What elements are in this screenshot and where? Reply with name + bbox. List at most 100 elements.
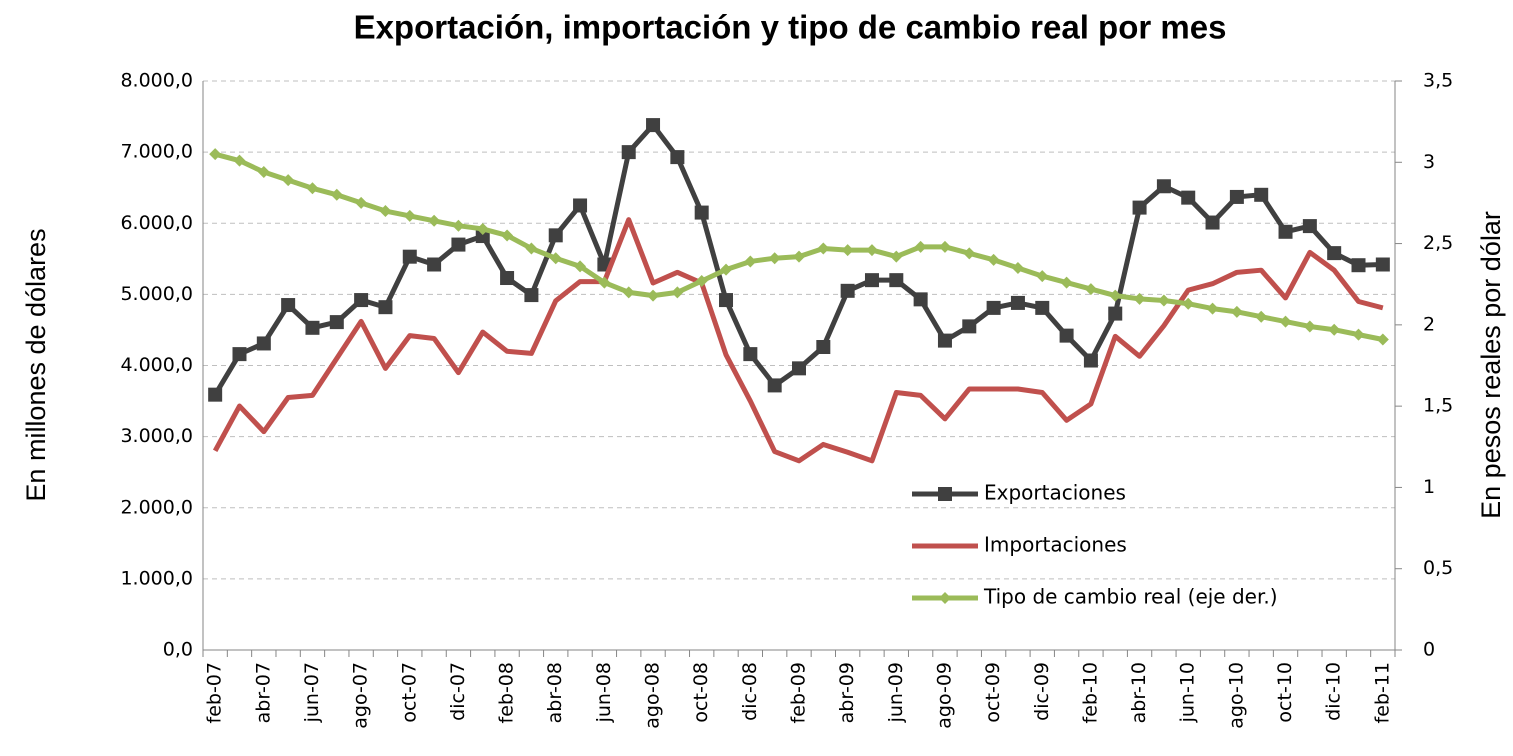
series-marker <box>1084 283 1097 296</box>
series-marker <box>621 145 636 160</box>
series-marker <box>354 293 369 308</box>
series-marker <box>598 276 611 289</box>
series-marker <box>1156 179 1171 194</box>
series-marker <box>695 274 708 287</box>
series-marker <box>890 250 903 263</box>
x-tick-label: oct-09 <box>982 662 1004 723</box>
series-marker <box>719 293 734 308</box>
y-tick-label: 6.000,0 <box>120 212 193 234</box>
series-marker <box>428 214 441 227</box>
series-marker <box>670 150 685 165</box>
series-marker <box>622 286 635 299</box>
series-marker <box>549 252 562 265</box>
series-marker <box>451 237 466 252</box>
series-marker <box>1255 310 1268 323</box>
series-marker <box>792 361 806 376</box>
series-marker <box>816 340 831 355</box>
series-marker <box>1278 224 1293 239</box>
series-marker <box>1303 320 1316 333</box>
series-marker <box>986 300 1001 315</box>
series-marker <box>1230 305 1243 318</box>
series-marker <box>938 240 951 253</box>
series-marker <box>525 242 538 255</box>
series-marker <box>476 222 489 235</box>
x-tick-label: feb-11 <box>1371 662 1393 723</box>
series-marker <box>1279 315 1292 328</box>
series-marker <box>379 205 392 218</box>
x-tick-label: abr-07 <box>252 662 274 723</box>
x-tick-label: jun-07 <box>301 662 323 723</box>
legend-label: Tipo de cambio real (eje der.) <box>983 585 1278 609</box>
series-marker <box>475 229 490 244</box>
x-tick-label: ago-09 <box>933 662 955 729</box>
x-tick-label: ago-10 <box>1225 662 1247 729</box>
y-tick-label: 7.000,0 <box>120 141 193 163</box>
x-tick-label: dic-10 <box>1323 662 1345 721</box>
series-marker <box>914 240 927 253</box>
series-marker <box>233 154 246 167</box>
legend-label: Exportaciones <box>984 481 1126 505</box>
series-marker <box>1083 353 1098 368</box>
y-tick-label: 1.000,0 <box>120 567 193 589</box>
series-line <box>212 217 1384 464</box>
series-marker <box>282 174 295 187</box>
series-marker <box>1206 302 1219 315</box>
series-marker <box>1376 333 1389 346</box>
y2-tick-label: 3 <box>1423 151 1435 173</box>
x-tick-label: oct-07 <box>398 662 420 723</box>
series-marker <box>1108 306 1123 321</box>
series-marker <box>452 219 465 232</box>
series-marker <box>1132 200 1147 215</box>
series-marker <box>913 292 928 307</box>
series-marker <box>1035 300 1050 315</box>
x-tick-label: jun-08 <box>593 662 615 723</box>
x-tick-label: jun-10 <box>1177 662 1199 723</box>
series-marker <box>1351 258 1366 273</box>
y-tick-label: 4.000,0 <box>120 354 193 376</box>
x-tick-label: dic-07 <box>447 662 469 721</box>
series-marker <box>671 286 684 299</box>
x-tick-label: feb-07 <box>204 662 226 723</box>
x-tick-label: oct-08 <box>690 662 712 723</box>
series-marker <box>500 271 515 286</box>
y2-tick-label: 1 <box>1423 476 1435 498</box>
y2-tick-label: 3,5 <box>1423 70 1453 92</box>
series-marker <box>889 273 904 288</box>
series-marker <box>1352 328 1365 341</box>
series-marker <box>329 315 344 330</box>
series-marker <box>767 378 782 393</box>
y-tick-label: 3.000,0 <box>120 425 193 447</box>
y2-tick-label: 1,5 <box>1423 395 1453 417</box>
series-marker <box>256 336 271 351</box>
x-tick-label: jun-09 <box>885 662 907 723</box>
y-tick-label: 8.000,0 <box>120 70 193 92</box>
y-tick-label: 2.000,0 <box>120 496 193 518</box>
y-axis-label: En millones de dólares <box>21 228 51 501</box>
series-marker <box>647 289 660 302</box>
series-marker <box>209 148 222 161</box>
series-marker <box>524 288 539 303</box>
x-tick-label: feb-10 <box>1079 662 1101 723</box>
series-marker <box>1302 219 1317 234</box>
series-marker <box>987 253 1000 266</box>
series-marker <box>841 244 854 257</box>
x-tick-label: oct-10 <box>1274 662 1296 723</box>
series-marker <box>306 182 319 195</box>
series-marker <box>232 347 247 362</box>
x-tick-label: abr-10 <box>1128 662 1150 723</box>
y2-tick-label: 2,5 <box>1423 232 1453 254</box>
y2-tick-label: 2 <box>1423 313 1435 335</box>
series-marker <box>768 252 781 265</box>
series-marker <box>1157 294 1170 307</box>
x-tick-label: feb-09 <box>788 662 810 723</box>
y-tick-label: 5.000,0 <box>120 283 193 305</box>
series-marker <box>574 260 587 273</box>
series-marker <box>548 228 563 243</box>
series-marker <box>963 247 976 260</box>
series-marker <box>840 283 855 298</box>
series-marker <box>1328 323 1341 336</box>
series-marker <box>1375 257 1390 272</box>
y2-tick-label: 0,5 <box>1423 557 1453 579</box>
series-marker <box>1036 270 1049 283</box>
